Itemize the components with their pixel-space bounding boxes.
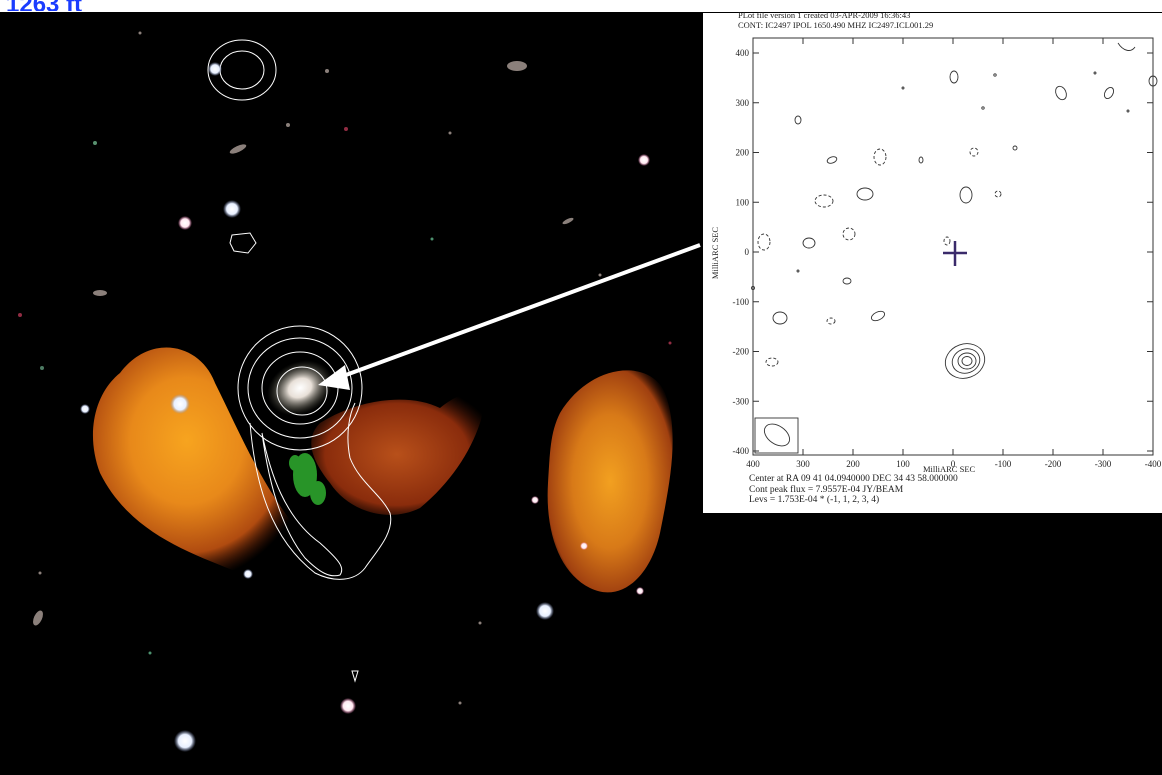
optical-radio-overlay-image: [0, 13, 710, 775]
x-tick-label: -400: [1145, 459, 1162, 469]
contour-levels: [751, 42, 1158, 454]
y-tick-label: 300: [736, 98, 750, 108]
plot-header-line-1: PLot file version 1 created 03-APR-2009 …: [738, 10, 911, 20]
y-tick-label: 400: [736, 48, 750, 58]
figure-frame: PLot file version 1 created 03-APR-2009 …: [0, 10, 1162, 775]
plot-header-line-2: CONT: IC2497 IPOL 1650.490 MHZ IC2497.IC…: [738, 20, 934, 30]
y-tick-label: -400: [733, 446, 750, 456]
left-radio-lobe: [92, 347, 302, 581]
y-axis-title: MilliARC SEC: [710, 226, 721, 280]
y-axis-ticks: 400 300 200 100 0 -100 -200 -300 -400: [733, 48, 1153, 456]
x-axis-ticks: 400 300 200 100 0 -100 -200 -300 -400: [746, 38, 1162, 469]
faint-sources: [18, 31, 672, 705]
x-tick-label: -100: [995, 459, 1012, 469]
y-tick-label: -100: [733, 297, 750, 307]
y-tick-label: 0: [745, 247, 750, 257]
x-tick-label: -300: [1095, 459, 1112, 469]
x-tick-label: 300: [796, 459, 810, 469]
figure-label: 1263 ft: [6, 0, 82, 11]
plot-footer-peak-flux: Cont peak flux = 7.9557E-04 JY/BEAM: [749, 484, 904, 495]
reference-cross: [943, 241, 967, 266]
contour-plot-area: 400 300 200 100 0 -100 -200 -300 -400 400 300 200 1…: [733, 37, 1162, 469]
core-source: [944, 343, 986, 379]
plot-footer: Center at RA 09 41 04.0940000 DEC 34 43 …: [749, 474, 958, 506]
y-tick-label: -200: [733, 347, 750, 357]
x-tick-label: 400: [746, 459, 760, 469]
plot-footer-levels: Levs = 1.753E-04 * (-1, 1, 2, 3, 4): [749, 495, 880, 505]
mid-radio-lobe: [311, 393, 483, 515]
plot-footer-center: Center at RA 09 41 04.0940000 DEC 34 43 …: [749, 474, 958, 484]
field-stars: [80, 62, 650, 752]
x-tick-label: 0: [951, 459, 956, 469]
negative-contours: [757, 147, 1002, 367]
noise-contours: [751, 42, 1158, 325]
x-tick-label: 200: [846, 459, 860, 469]
green-emission-region: [289, 453, 326, 505]
x-tick-label: -200: [1045, 459, 1062, 469]
vlbi-contour-plot: PLot file version 1 created 03-APR-2009 …: [703, 10, 1162, 513]
y-tick-label: 200: [736, 148, 750, 158]
x-axis-title: MilliARC SEC: [923, 464, 976, 474]
beam-ellipse: [754, 417, 799, 454]
plot-header: PLot file version 1 created 03-APR-2009 …: [738, 10, 933, 30]
y-tick-label: -300: [733, 396, 750, 406]
x-tick-label: 100: [896, 459, 910, 469]
right-radio-lobe: [547, 370, 673, 593]
y-tick-label: 100: [736, 197, 750, 207]
